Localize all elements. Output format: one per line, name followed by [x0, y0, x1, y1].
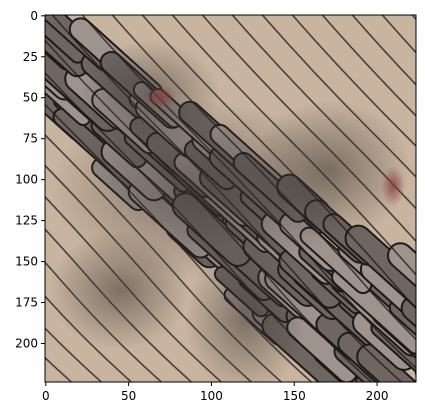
crack-line	[45, 261, 163, 382]
stone-shape	[412, 411, 425, 417]
x-axis: 0 50 100 150 200	[42, 382, 389, 403]
x-tick-label: 200	[366, 389, 389, 403]
stone-slab	[412, 411, 425, 417]
crack-line	[45, 356, 73, 382]
crack-line	[291, 15, 416, 148]
crack-line	[45, 327, 103, 382]
y-axis: 0 25 50 75 100 125 150 175 200	[15, 9, 45, 350]
crack-line	[351, 15, 416, 86]
stone-shape	[414, 380, 416, 382]
crack-line	[45, 227, 193, 382]
y-tick-label: 50	[23, 91, 38, 105]
red-face-patch-2	[381, 166, 405, 206]
stone-shape	[356, 343, 416, 382]
red-face-patch	[144, 86, 176, 108]
stone-shape	[0, 0, 17, 19]
y-tick-label: 100	[15, 173, 38, 187]
x-tick-label: 50	[121, 389, 136, 403]
y-tick-label: 175	[15, 296, 38, 310]
stone-slab	[414, 380, 416, 382]
stone-shape	[391, 405, 425, 417]
stone-slab	[400, 294, 416, 343]
y-tick-label: 25	[23, 50, 38, 64]
stone-shape	[0, 9, 7, 69]
stone-slab	[0, 9, 7, 69]
crack-line	[45, 295, 133, 382]
x-tick-label: 150	[283, 389, 306, 403]
stone-slab	[391, 405, 425, 417]
monkey-silhouette	[50, 40, 410, 382]
stone-slab	[412, 404, 425, 417]
stone-slab	[0, 0, 17, 19]
silhouette-back	[250, 100, 410, 240]
crack-line	[231, 15, 416, 210]
axes-frame	[44, 14, 417, 383]
crack-line	[321, 15, 416, 117]
y-tick-label: 150	[15, 255, 38, 269]
x-tick-label: 100	[200, 389, 223, 403]
silhouette-lower	[50, 230, 190, 350]
crack-line	[261, 15, 416, 179]
y-tick-label: 0	[30, 9, 38, 23]
y-tick-label: 75	[23, 132, 38, 146]
y-tick-label: 125	[15, 214, 38, 228]
stone-slab	[0, 0, 30, 54]
stone-shape	[0, 0, 30, 54]
stone-shape	[412, 404, 425, 417]
y-tick-label: 200	[15, 336, 38, 350]
stone-shape	[400, 294, 416, 343]
x-tick-label: 0	[42, 389, 50, 403]
stone-slab	[356, 343, 416, 382]
silhouette-leg	[185, 245, 305, 382]
